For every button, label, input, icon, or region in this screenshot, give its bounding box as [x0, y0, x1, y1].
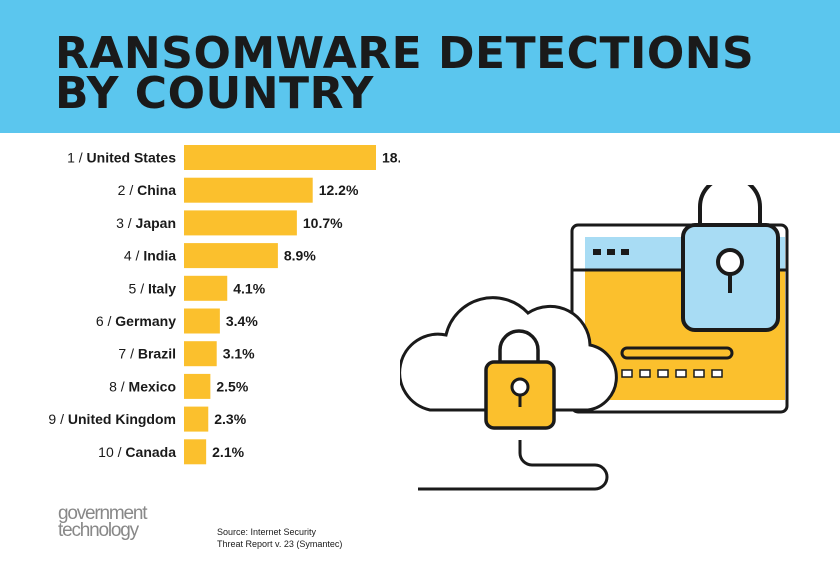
value-label: 2.5%: [216, 378, 248, 394]
bar: [184, 439, 207, 465]
category-label: 3 / Japan: [116, 215, 176, 231]
padlock-icon: [681, 185, 780, 332]
network-cable-icon: [418, 440, 609, 491]
category-label: 8 / Mexico: [109, 378, 176, 394]
category-label: 9 / United Kingdom: [48, 411, 176, 427]
value-label: 18.2%: [382, 150, 400, 166]
header-banner: RANSOMWARE DETECTIONS BY COUNTRY: [0, 0, 840, 133]
security-illustration: [400, 185, 789, 491]
bar: [184, 177, 313, 203]
source-line-1: Source: Internet Security: [217, 527, 317, 537]
value-label: 10.7%: [303, 215, 343, 231]
cloud-icon: [400, 296, 618, 412]
logo-line-1: government: [58, 503, 148, 524]
bar: [184, 243, 278, 269]
category-label: 6 / Germany: [96, 313, 176, 329]
bar: [184, 373, 211, 399]
bar: [184, 341, 217, 367]
value-label: 2.3%: [214, 411, 246, 427]
category-label: 5 / Italy: [129, 280, 177, 296]
value-label: 4.1%: [233, 280, 265, 296]
bar: [184, 275, 228, 301]
value-label: 8.9%: [284, 248, 316, 264]
logo-line-2: technology: [58, 520, 139, 541]
bar: [184, 406, 209, 432]
value-label: 3.4%: [226, 313, 258, 329]
category-label: 7 / Brazil: [118, 346, 176, 362]
value-label: 12.2%: [319, 182, 359, 198]
page-title: RANSOMWARE DETECTIONS BY COUNTRY: [55, 28, 755, 119]
title-line-1: RANSOMWARE DETECTIONS: [55, 28, 755, 79]
source-note: Source: Internet Security Threat Report …: [217, 526, 342, 550]
bar-chart: 1 / United States 18.2% 2 / China 12.2% 3 / …: [48, 145, 400, 465]
source-line-2: Threat Report v. 23 (Symantec): [217, 539, 343, 549]
category-label: 1 / United States: [67, 150, 176, 166]
value-label: 3.1%: [223, 346, 255, 362]
value-label: 2.1%: [212, 444, 244, 460]
government-technology-logo: government technology: [58, 503, 168, 541]
bar: [184, 145, 376, 170]
bar: [184, 308, 220, 334]
bar: [184, 210, 297, 236]
cloud-padlock-icon: [484, 329, 556, 430]
title-line-2: BY COUNTRY: [55, 68, 374, 119]
category-label: 2 / China: [118, 182, 177, 198]
category-label: 4 / India: [124, 248, 176, 264]
category-label: 10 / Canada: [98, 444, 176, 460]
